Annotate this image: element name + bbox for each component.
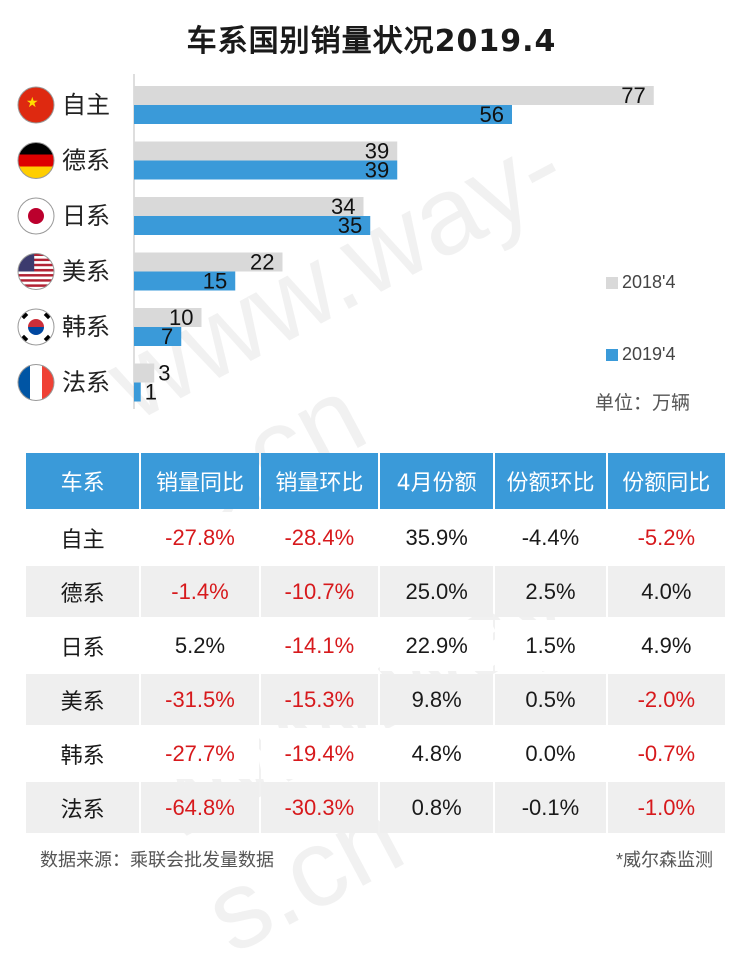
table-cell: 4.8% xyxy=(379,728,494,779)
table-cell: 25.0% xyxy=(379,566,494,617)
table-row: 德系 -1.4% -10.7% 25.0% 2.5% 4.0% xyxy=(26,566,725,617)
table-cell-brand: 美系 xyxy=(26,674,140,725)
table-cell: 5.2% xyxy=(141,620,259,671)
table-cell: -19.4% xyxy=(260,728,378,779)
table-cell: -0.1% xyxy=(495,782,606,833)
header-share-yoy: 份额同比 xyxy=(607,453,725,509)
table-cell-brand: 法系 xyxy=(26,782,140,833)
category-label: 日系 xyxy=(62,202,110,230)
france-flag-icon xyxy=(17,364,55,401)
legend-swatch-2018 xyxy=(606,276,618,289)
bar-2019 xyxy=(134,327,182,346)
germany-flag-icon xyxy=(17,142,55,179)
bar-2019 xyxy=(134,105,512,124)
table-cell: -31.5% xyxy=(141,674,259,725)
bar-2019 xyxy=(134,160,398,180)
table-row: 美系 -31.5% -15.3% 9.8% 0.5% -2.0% xyxy=(26,674,725,725)
table-cell: -27.7% xyxy=(141,728,259,779)
header-april-share: 4月份额 xyxy=(379,453,494,509)
bar-value-label: 34 xyxy=(331,194,355,219)
category-label: 美系 xyxy=(62,258,110,286)
table-cell: -4.4% xyxy=(495,512,606,563)
legend-swatch-2019 xyxy=(606,348,618,361)
table-row: 日系 5.2% -14.1% 22.9% 1.5% 4.9% xyxy=(26,620,725,671)
table-cell: -27.8% xyxy=(141,512,259,563)
table-cell: 1.5% xyxy=(495,620,606,671)
svg-text:★: ★ xyxy=(26,95,39,111)
table-cell: 0.0% xyxy=(495,728,606,779)
legend-item-2018: 2018'4 xyxy=(606,272,676,293)
header-share-mom: 份额环比 xyxy=(495,453,606,509)
table-cell: 4.0% xyxy=(607,566,725,617)
japan-flag-icon xyxy=(17,197,55,235)
table-cell-brand: 德系 xyxy=(26,566,140,617)
category-label: 德系 xyxy=(62,147,110,175)
bar-2019 xyxy=(134,216,371,235)
table-row: 法系 -64.8% -30.3% 0.8% -0.1% -1.0% xyxy=(26,782,725,833)
bar-value-label: 22 xyxy=(250,250,274,275)
bar-2018 xyxy=(134,141,398,161)
bar-value-label: 77 xyxy=(621,83,645,108)
table-cell: -10.7% xyxy=(260,566,378,617)
legend-label-2019: 2019'4 xyxy=(622,344,676,364)
bar-2018 xyxy=(134,197,364,216)
usa-flag-icon xyxy=(17,253,55,290)
bar-value-label: 3 xyxy=(158,361,170,386)
table-cell: 22.9% xyxy=(379,620,494,671)
bar-2018 xyxy=(134,308,202,327)
china-flag-icon: ★ xyxy=(17,86,55,124)
category-label: 自主 xyxy=(62,91,110,119)
bar-value-label: 1 xyxy=(145,380,157,405)
category-label: 法系 xyxy=(62,369,110,397)
credit-note: *威尔森监测 xyxy=(615,850,713,870)
table-cell: 2.5% xyxy=(495,566,606,617)
table-cell: -14.1% xyxy=(260,620,378,671)
bar-value-label: 56 xyxy=(480,102,504,127)
bar-value-label: 39 xyxy=(365,139,389,164)
table-cell-brand: 韩系 xyxy=(26,728,140,779)
table-cell-brand: 日系 xyxy=(26,620,140,671)
table-cell: 0.5% xyxy=(495,674,606,725)
chart-title: 车系国别销量状况2019.4 xyxy=(186,24,557,59)
table-cell: 0.8% xyxy=(379,782,494,833)
stats-table: 车系 销量同比 销量环比 4月份额 份额环比 份额同比 自主 -27.8% -28.… xyxy=(24,450,727,836)
legend-label-2018: 2018'4 xyxy=(622,272,676,292)
category-label: 韩系 xyxy=(62,313,110,341)
bar-value-label: 7 xyxy=(161,324,173,349)
bar-2018 xyxy=(134,252,283,272)
bar-2019 xyxy=(134,271,236,291)
table-row: 韩系 -27.7% -19.4% 4.8% 0.0% -0.7% xyxy=(26,728,725,779)
header-brand: 车系 xyxy=(26,453,140,509)
table-cell: -0.7% xyxy=(607,728,725,779)
table-cell: -30.3% xyxy=(260,782,378,833)
header-sales-mom: 销量环比 xyxy=(260,453,378,509)
table-header-row: 车系 销量同比 销量环比 4月份额 份额环比 份额同比 xyxy=(26,453,725,509)
table-cell: 35.9% xyxy=(379,512,494,563)
table-cell: -28.4% xyxy=(260,512,378,563)
table-row: 自主 -27.8% -28.4% 35.9% -4.4% -5.2% xyxy=(26,512,725,563)
table-cell: -64.8% xyxy=(141,782,259,833)
table-cell: -5.2% xyxy=(607,512,725,563)
bar-2018 xyxy=(134,86,654,105)
table-cell: 9.8% xyxy=(379,674,494,725)
source-note: 数据来源：乘联会批发量数据 xyxy=(40,850,274,871)
bar-2018 xyxy=(134,363,155,383)
table-cell: 4.9% xyxy=(607,620,725,671)
header-sales-yoy: 销量同比 xyxy=(141,453,259,509)
table-cell: -2.0% xyxy=(607,674,725,725)
bar-value-label: 15 xyxy=(203,269,227,294)
korea-flag-icon xyxy=(17,308,55,346)
table-cell: -1.4% xyxy=(141,566,259,617)
bar-2019 xyxy=(134,382,141,402)
bar-value-label: 35 xyxy=(338,213,362,238)
bar-value-label: 39 xyxy=(365,158,389,183)
bar-value-label: 10 xyxy=(169,305,193,330)
table-cell-brand: 自主 xyxy=(26,512,140,563)
legend-item-2019: 2019'4 xyxy=(606,344,676,365)
table-cell: -1.0% xyxy=(607,782,725,833)
unit-label: 单位：万辆 xyxy=(595,392,691,414)
table-cell: -15.3% xyxy=(260,674,378,725)
